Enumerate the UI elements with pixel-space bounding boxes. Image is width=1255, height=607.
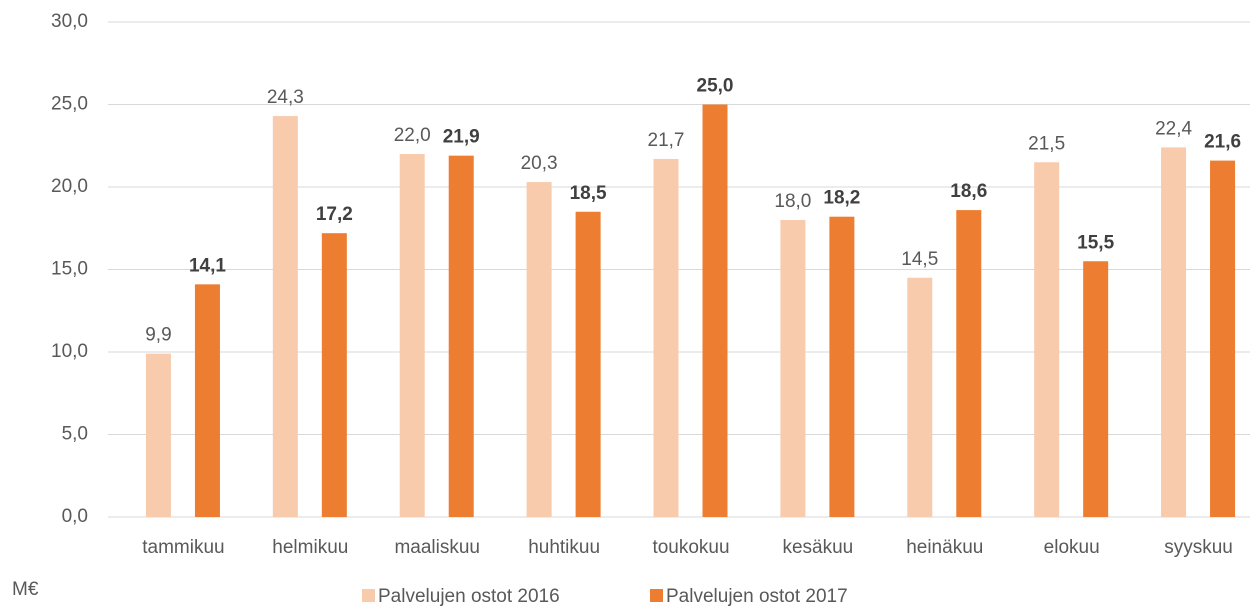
- data-label: 21,7: [648, 130, 685, 151]
- bar: [907, 277, 933, 517]
- data-label: 18,5: [570, 183, 607, 204]
- x-tick-label: elokuu: [1044, 537, 1100, 558]
- bar: [399, 154, 425, 517]
- x-tick-label: huhtikuu: [528, 537, 600, 558]
- bar: [702, 104, 728, 517]
- bar: [575, 211, 601, 517]
- y-tick-label: 0,0: [62, 506, 88, 527]
- data-label: 15,5: [1077, 232, 1114, 253]
- data-label: 9,9: [145, 325, 171, 346]
- bar: [780, 220, 806, 517]
- y-tick-label: 15,0: [51, 259, 88, 280]
- legend-label: Palvelujen ostot 2017: [666, 586, 848, 607]
- x-tick-label: kesäkuu: [782, 537, 853, 558]
- data-label: 22,0: [394, 125, 431, 146]
- bar: [1161, 147, 1187, 517]
- x-tick-label: maaliskuu: [394, 537, 480, 558]
- y-tick-label: 25,0: [51, 94, 88, 115]
- x-tick-label: helmikuu: [272, 537, 348, 558]
- bar: [829, 216, 855, 517]
- data-label: 20,3: [521, 153, 558, 174]
- data-label: 18,2: [823, 188, 860, 209]
- data-label: 22,4: [1155, 118, 1192, 139]
- bar: [1083, 261, 1109, 517]
- bar: [194, 284, 220, 517]
- bar: [145, 353, 171, 517]
- bar: [1210, 160, 1236, 517]
- y-tick-label: 5,0: [62, 424, 88, 445]
- bar: [272, 116, 298, 518]
- data-label: 18,0: [774, 191, 811, 212]
- data-label: 14,1: [189, 255, 226, 276]
- data-label: 24,3: [267, 87, 304, 108]
- x-tick-label: heinäkuu: [906, 537, 983, 558]
- data-label: 18,6: [950, 181, 987, 202]
- legend-swatch: [362, 589, 375, 602]
- bar: [1034, 162, 1060, 517]
- y-axis-label: M€: [12, 579, 39, 600]
- x-tick-label: toukokuu: [652, 537, 729, 558]
- y-tick-label: 10,0: [51, 341, 88, 362]
- data-label: 21,9: [443, 127, 480, 148]
- data-label: 17,2: [316, 204, 353, 225]
- y-tick-label: 20,0: [51, 176, 88, 197]
- bar: [956, 210, 982, 517]
- bar: [653, 158, 679, 517]
- x-tick-label: syyskuu: [1164, 537, 1233, 558]
- data-label: 21,5: [1028, 133, 1065, 154]
- data-label: 25,0: [697, 76, 734, 97]
- bar: [448, 155, 474, 517]
- x-tick-label: tammikuu: [142, 537, 224, 558]
- data-label: 14,5: [901, 249, 938, 270]
- bar: [526, 182, 552, 518]
- data-label: 21,6: [1204, 132, 1241, 153]
- y-tick-label: 30,0: [51, 11, 88, 32]
- legend-swatch: [650, 589, 663, 602]
- legend-label: Palvelujen ostot 2016: [378, 586, 560, 607]
- bar: [321, 233, 347, 517]
